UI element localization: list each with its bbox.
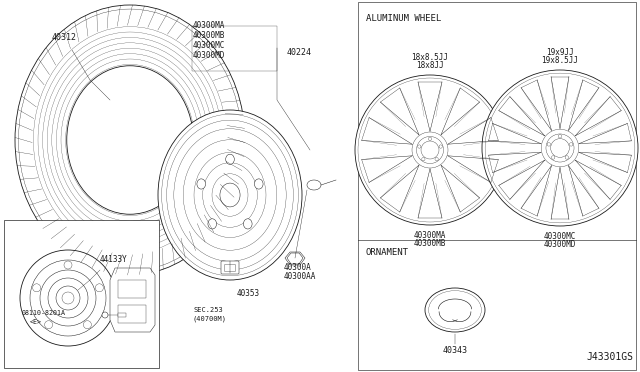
Text: 40300AA: 40300AA xyxy=(284,272,316,281)
Circle shape xyxy=(45,321,52,329)
Text: 19x9JJ: 19x9JJ xyxy=(546,48,574,57)
FancyBboxPatch shape xyxy=(221,261,239,274)
Text: ORNAMENT: ORNAMENT xyxy=(366,248,409,257)
Circle shape xyxy=(552,156,555,159)
Text: (40700M): (40700M) xyxy=(193,316,227,323)
Ellipse shape xyxy=(307,180,321,190)
Text: 40353: 40353 xyxy=(237,289,260,298)
Text: 08110-8201A: 08110-8201A xyxy=(22,310,66,316)
Text: 40300A: 40300A xyxy=(284,263,312,272)
Bar xyxy=(118,280,146,298)
Bar xyxy=(118,313,126,317)
Circle shape xyxy=(33,284,40,292)
Ellipse shape xyxy=(220,183,240,207)
Circle shape xyxy=(20,250,116,346)
Circle shape xyxy=(428,137,431,140)
Circle shape xyxy=(435,157,438,161)
Circle shape xyxy=(422,157,425,161)
Text: 40300MB: 40300MB xyxy=(414,239,446,248)
Text: SEC.253: SEC.253 xyxy=(193,307,223,313)
Ellipse shape xyxy=(243,219,252,229)
Text: 40300MC: 40300MC xyxy=(544,232,576,241)
Ellipse shape xyxy=(226,154,234,164)
Circle shape xyxy=(547,143,550,146)
Ellipse shape xyxy=(255,179,263,189)
Text: 40300MB: 40300MB xyxy=(193,31,225,40)
Circle shape xyxy=(439,145,442,148)
Circle shape xyxy=(102,312,108,318)
Ellipse shape xyxy=(208,219,216,229)
Circle shape xyxy=(64,261,72,269)
Ellipse shape xyxy=(67,66,193,214)
Text: 18x8.5JJ: 18x8.5JJ xyxy=(412,53,449,62)
Circle shape xyxy=(95,284,104,292)
Ellipse shape xyxy=(197,179,205,189)
Polygon shape xyxy=(110,268,155,332)
Bar xyxy=(192,26,277,71)
Text: 18x8JJ: 18x8JJ xyxy=(416,61,444,70)
Text: 40300MA: 40300MA xyxy=(193,21,225,30)
Text: J43301GS: J43301GS xyxy=(586,352,633,362)
Text: 19x8.5JJ: 19x8.5JJ xyxy=(541,56,579,65)
Text: ALUMINUM WHEEL: ALUMINUM WHEEL xyxy=(366,14,441,23)
Circle shape xyxy=(558,135,562,138)
Text: 40312: 40312 xyxy=(52,33,77,42)
Text: 44133Y: 44133Y xyxy=(100,255,128,264)
Circle shape xyxy=(570,143,573,146)
Text: 40300MD: 40300MD xyxy=(193,51,225,60)
Circle shape xyxy=(418,145,421,148)
Circle shape xyxy=(565,156,568,159)
Circle shape xyxy=(48,278,88,318)
FancyBboxPatch shape xyxy=(225,264,236,272)
Circle shape xyxy=(355,75,505,225)
Circle shape xyxy=(56,286,80,310)
Polygon shape xyxy=(285,252,305,265)
Ellipse shape xyxy=(158,110,302,280)
Circle shape xyxy=(62,292,74,304)
Text: 40300MC: 40300MC xyxy=(193,41,225,50)
Circle shape xyxy=(83,321,92,329)
Ellipse shape xyxy=(425,288,485,332)
Text: 40300MD: 40300MD xyxy=(544,240,576,249)
Text: <E>: <E> xyxy=(30,319,42,325)
Bar xyxy=(4,220,159,368)
Text: 40343: 40343 xyxy=(442,346,467,355)
Polygon shape xyxy=(287,253,303,264)
Text: 40224: 40224 xyxy=(287,48,312,57)
Bar xyxy=(118,305,146,323)
Bar xyxy=(358,2,636,370)
Circle shape xyxy=(482,70,638,226)
Text: 40300MA: 40300MA xyxy=(414,231,446,240)
